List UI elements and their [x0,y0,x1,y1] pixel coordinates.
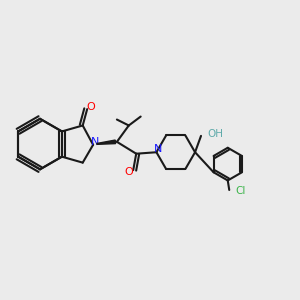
Text: N: N [91,137,100,147]
Text: OH: OH [207,129,223,139]
Text: O: O [124,167,133,176]
Polygon shape [97,140,116,144]
Text: N: N [154,144,163,154]
Text: Cl: Cl [235,186,246,196]
Text: O: O [86,102,95,112]
